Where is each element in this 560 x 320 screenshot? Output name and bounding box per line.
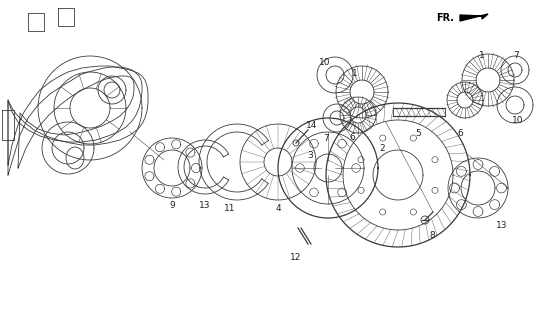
- Text: 13: 13: [199, 201, 211, 210]
- Text: 6: 6: [349, 132, 355, 141]
- Text: 13: 13: [496, 220, 508, 229]
- Text: 10: 10: [319, 58, 331, 67]
- Text: 9: 9: [169, 201, 175, 210]
- Text: 6: 6: [457, 129, 463, 138]
- Text: 2: 2: [379, 143, 385, 153]
- Text: 5: 5: [415, 129, 421, 138]
- Text: 14: 14: [306, 121, 318, 130]
- Text: 12: 12: [290, 253, 302, 262]
- Text: FR.: FR.: [436, 13, 454, 23]
- Text: 10: 10: [512, 116, 524, 124]
- Text: 1: 1: [479, 51, 485, 60]
- Text: 4: 4: [275, 204, 281, 212]
- Text: 11: 11: [224, 204, 236, 212]
- Text: 7: 7: [323, 133, 329, 142]
- Text: 3: 3: [307, 150, 313, 159]
- Polygon shape: [460, 14, 488, 21]
- Text: 7: 7: [513, 51, 519, 60]
- Text: 1: 1: [352, 68, 358, 77]
- Text: 8: 8: [429, 230, 435, 239]
